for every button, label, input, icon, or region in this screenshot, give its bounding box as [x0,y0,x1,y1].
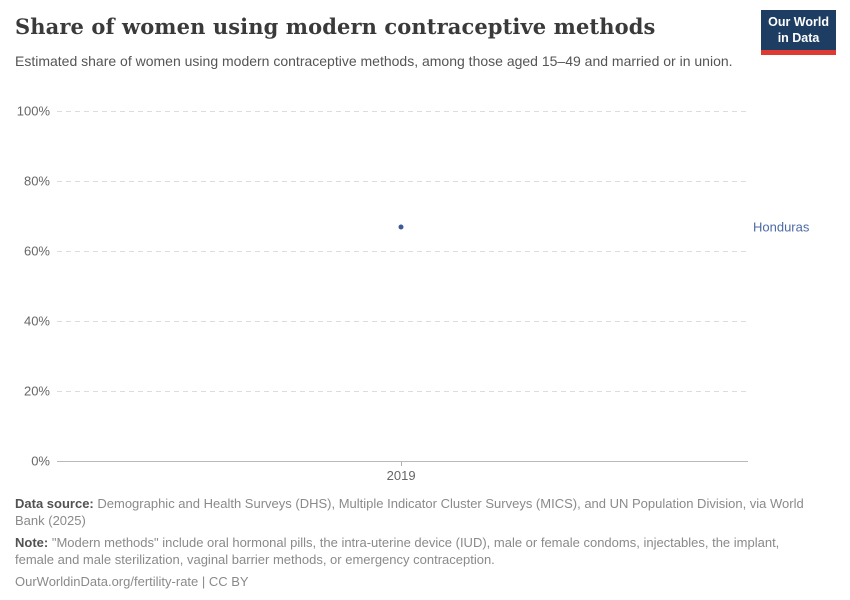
y-axis-label: 0% [31,453,50,468]
note-text: "Modern methods" include oral hormonal p… [15,534,780,567]
y-axis-label: 20% [23,383,50,398]
data-source-line: Data source: Demographic and Health Surv… [15,496,807,530]
chart-footer: Data source: Demographic and Health Surv… [15,496,807,595]
citation-link[interactable]: OurWorldinData.org/fertility-rate | CC B… [15,573,249,589]
owid-logo-line2: in Data [777,30,820,45]
data-point-honduras-2019[interactable] [398,224,404,230]
chart-subtitle: Estimated share of women using modern co… [15,53,733,69]
x-axis-line [57,460,748,462]
note-line: Note: "Modern methods" include oral horm… [15,535,807,569]
gridline [57,390,748,392]
owid-logo-line1: Our World [768,15,829,29]
note-label: Note: [15,534,49,550]
y-axis-label: 80% [23,173,50,188]
owid-logo: Our World in Data [761,10,836,56]
y-axis-label: 40% [23,313,50,328]
gridline [57,250,748,252]
data-source-text: Demographic and Health Surveys (DHS), Mu… [15,496,804,528]
gridline [57,180,748,182]
x-axis-tick [401,460,403,466]
chart-title: Share of women using modern contraceptiv… [15,14,656,39]
y-axis-label: 60% [23,243,50,258]
data-source-label: Data source: [15,496,94,511]
gridline [57,320,748,322]
x-axis-tick-label: 2019 [386,467,416,483]
gridline [57,110,748,112]
series-label-honduras[interactable]: Honduras [753,219,810,235]
y-axis-label: 100% [16,103,50,118]
